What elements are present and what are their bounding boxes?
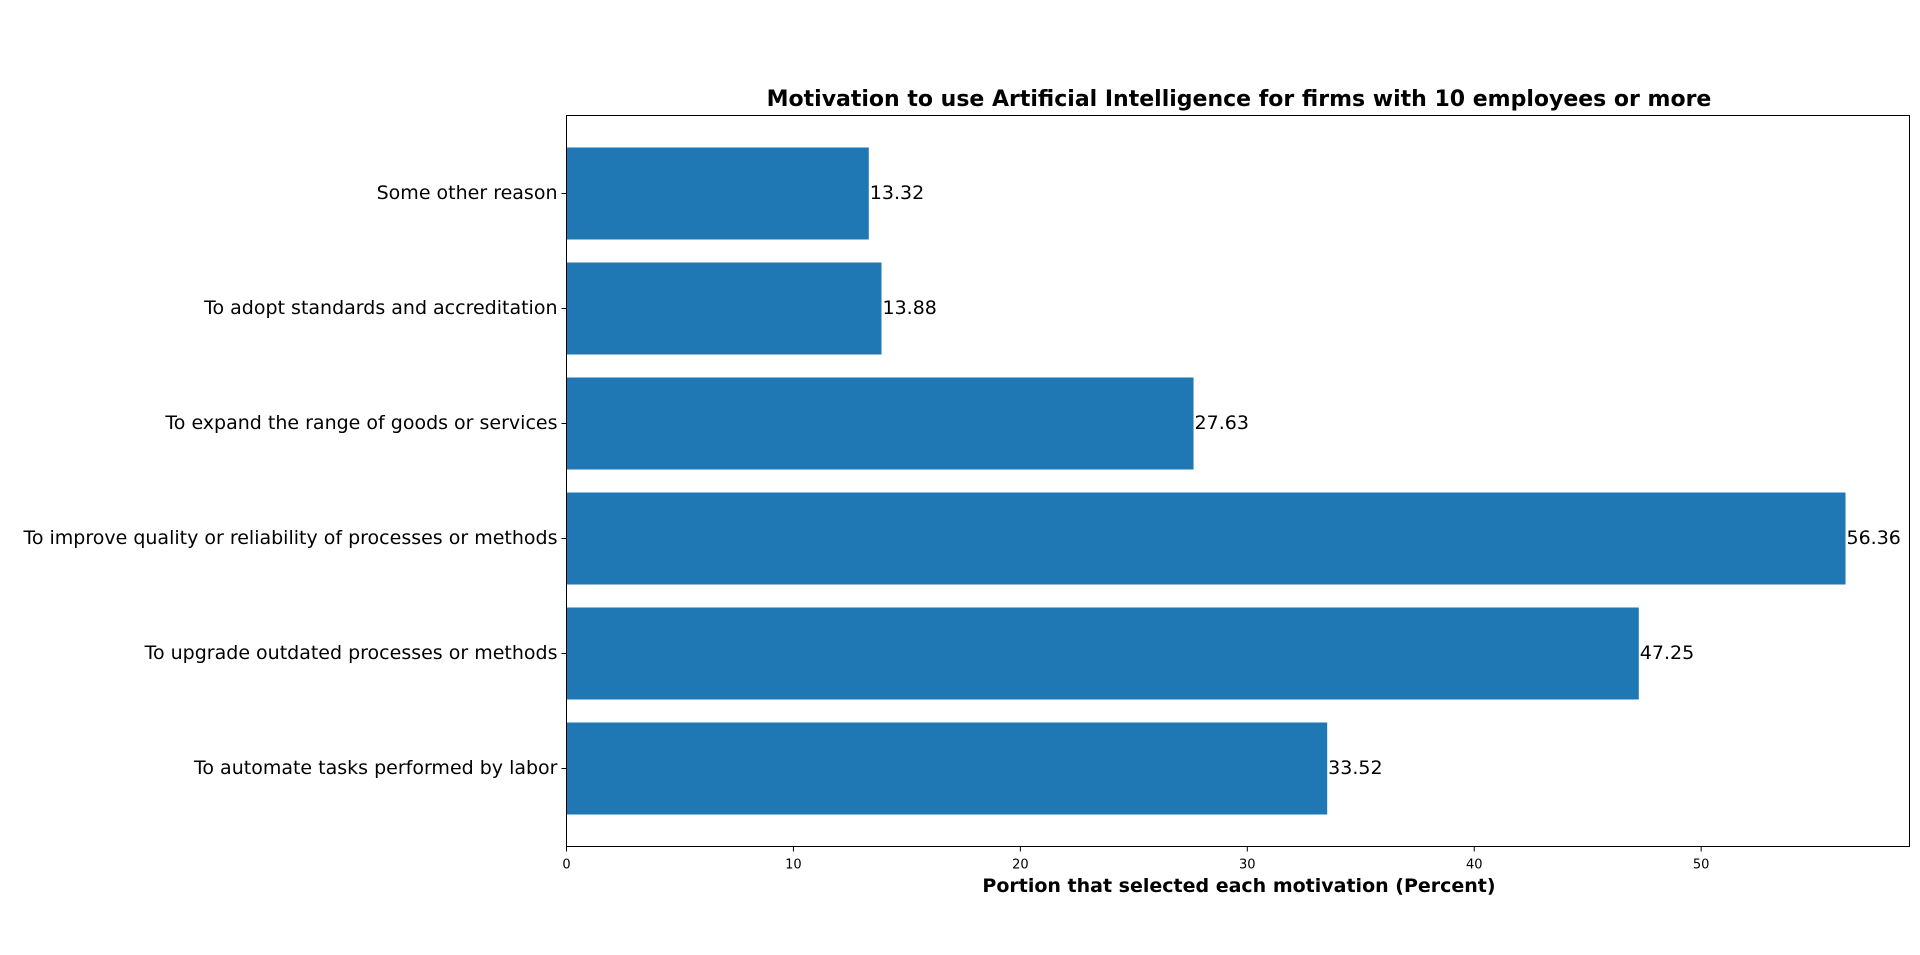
value-label-some-other-reason: 13.32 [870,182,924,204]
x-tick-label-40: 40 [1466,858,1483,873]
x-tick-label-10: 10 [785,858,802,873]
x-tick-label-20: 20 [1012,858,1029,873]
value-label-to-automate-tasks-performed-by-labor: 33.52 [1328,757,1382,779]
x-axis-label: Portion that selected each motivation (P… [982,875,1495,897]
value-label-to-expand-the-range-of-goods-or-services: 27.63 [1195,412,1249,434]
x-tick-label-0: 0 [562,858,570,873]
x-tick-label-30: 30 [1239,858,1256,873]
category-label-to-adopt-standards-and-accreditation: To adopt standards and accreditation [203,297,557,319]
category-label-to-automate-tasks-performed-by-labor: To automate tasks performed by labor [193,757,558,779]
x-tick-label-50: 50 [1693,858,1710,873]
category-label-some-other-reason: Some other reason [377,182,558,204]
category-labels-layer: To automate tasks performed by labor To u… [22,182,567,779]
chart-title: Motivation to use Artificial Intelligenc… [767,87,1712,112]
bar-to-automate-tasks-performed-by-labor [566,722,1328,815]
bar-to-improve-quality-or-reliability-of-processes-or-methods [566,492,1846,585]
x-ticks-layer: 0 10 20 30 40 50 [562,846,1710,873]
bars-layer [566,147,1846,815]
category-label-to-upgrade-outdated-processes-or-methods: To upgrade outdated processes or methods [144,642,558,664]
value-label-to-adopt-standards-and-accreditation: 13.88 [882,297,936,319]
bar-to-adopt-standards-and-accreditation [566,262,882,355]
bar-some-other-reason [566,147,869,240]
plot-frame [566,115,1910,847]
category-label-to-expand-the-range-of-goods-or-services: To expand the range of goods or services [164,412,557,434]
value-label-to-upgrade-outdated-processes-or-methods: 47.25 [1640,642,1694,664]
value-label-to-improve-quality-or-reliability-of-processes-or-methods: 56.36 [1847,527,1901,549]
value-labels-layer: 33.52 47.25 56.36 27.63 13.88 13.32 [870,182,1901,779]
bar-to-upgrade-outdated-processes-or-methods [566,607,1639,700]
category-label-to-improve-quality-or-reliability-of-processes-or-methods: To improve quality or reliability of pro… [22,527,557,549]
bar-to-expand-the-range-of-goods-or-services [566,377,1194,470]
